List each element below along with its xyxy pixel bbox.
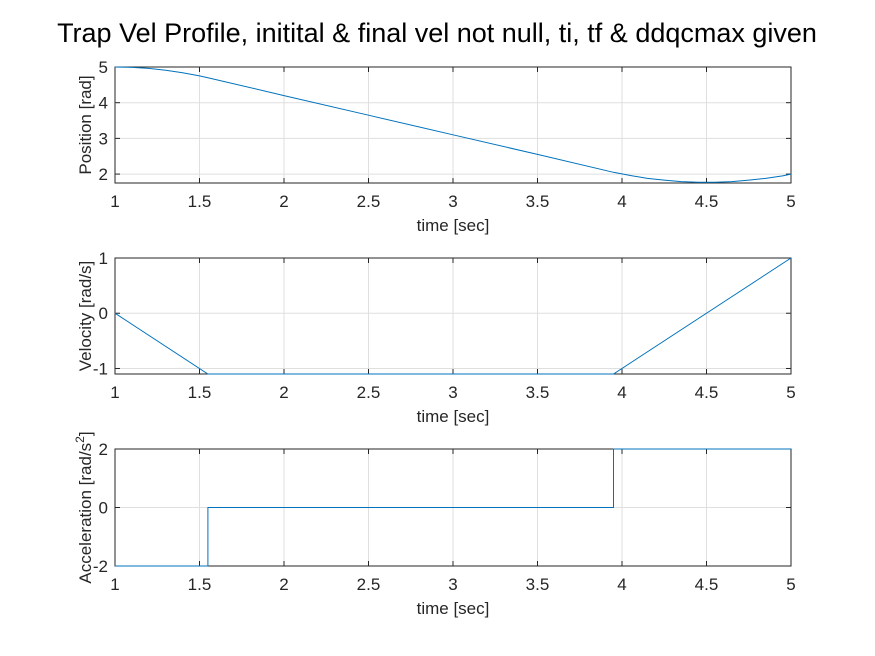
x-tick-label: 4 [617, 192, 626, 211]
y-tick-label: -2 [93, 557, 108, 576]
acceleration-y-axis-label: Acceleration [rad/s2] [73, 431, 95, 583]
velocity-y-axis-label: Velocity [rad/s] [76, 261, 95, 372]
velocity-series-line [114, 257, 792, 375]
x-tick-label: 2 [279, 575, 288, 594]
x-tick-label: 3.5 [526, 575, 550, 594]
acceleration-series-line [115, 448, 791, 567]
x-tick-label: 5 [786, 383, 795, 402]
x-tick-label: 3 [448, 383, 457, 402]
y-tick-label: 0 [99, 304, 108, 323]
y-tick-label: 5 [99, 58, 108, 77]
x-tick-label: 1.5 [188, 575, 212, 594]
x-tick-label: 1.5 [188, 192, 212, 211]
x-tick-label: 4.5 [695, 192, 719, 211]
y-tick-label: 3 [99, 129, 108, 148]
velocity-subplot: 1 1.5 2 2.5 3 3.5 4 4.5 5 -1 0 1 time [sec] Velocity … [76, 249, 796, 426]
x-tick-label: 1 [110, 192, 119, 211]
x-tick-label: 1 [110, 575, 119, 594]
y-tick-label: 2 [99, 165, 108, 184]
velocity-x-axis-label: time [sec] [417, 407, 490, 426]
x-tick-label: 1.5 [188, 383, 212, 402]
position-x-axis-label: time [sec] [417, 216, 490, 235]
y-tick-label: 4 [99, 94, 108, 113]
x-tick-label: 5 [786, 575, 795, 594]
x-tick-label: 3.5 [526, 383, 550, 402]
position-series-line [114, 66, 792, 183]
x-tick-label: 3 [448, 192, 457, 211]
x-tick-label: 1 [110, 383, 119, 402]
acceleration-x-axis-label: time [sec] [417, 599, 490, 618]
x-tick-label: 4 [617, 383, 626, 402]
y-tick-label: 1 [99, 249, 108, 268]
acceleration-subplot: 1 1.5 2 2.5 3 3.5 4 4.5 5 -2 0 2 time [sec] Accelerat… [73, 431, 796, 618]
subplots: 1 1.5 2 2.5 3 3.5 4 4.5 5 2 3 4 5 time [sec] Position … [73, 58, 796, 618]
figure-title: Trap Vel Profile, initital & final vel n… [57, 18, 817, 48]
x-tick-label: 4.5 [695, 575, 719, 594]
x-tick-label: 4 [617, 575, 626, 594]
x-tick-label: 2.5 [357, 192, 381, 211]
y-tick-label: 2 [99, 440, 108, 459]
position-subplot: 1 1.5 2 2.5 3 3.5 4 4.5 5 2 3 4 5 time [sec] Position … [76, 58, 796, 235]
y-tick-label: 0 [99, 499, 108, 518]
x-tick-label: 2.5 [357, 575, 381, 594]
x-tick-label: 4.5 [695, 383, 719, 402]
position-y-axis-label: Position [rad] [76, 75, 95, 174]
x-tick-label: 2.5 [357, 383, 381, 402]
x-tick-label: 2 [279, 383, 288, 402]
x-tick-label: 3.5 [526, 192, 550, 211]
x-tick-label: 2 [279, 192, 288, 211]
x-tick-label: 5 [786, 192, 795, 211]
y-tick-label: -1 [93, 359, 108, 378]
x-tick-label: 3 [448, 575, 457, 594]
